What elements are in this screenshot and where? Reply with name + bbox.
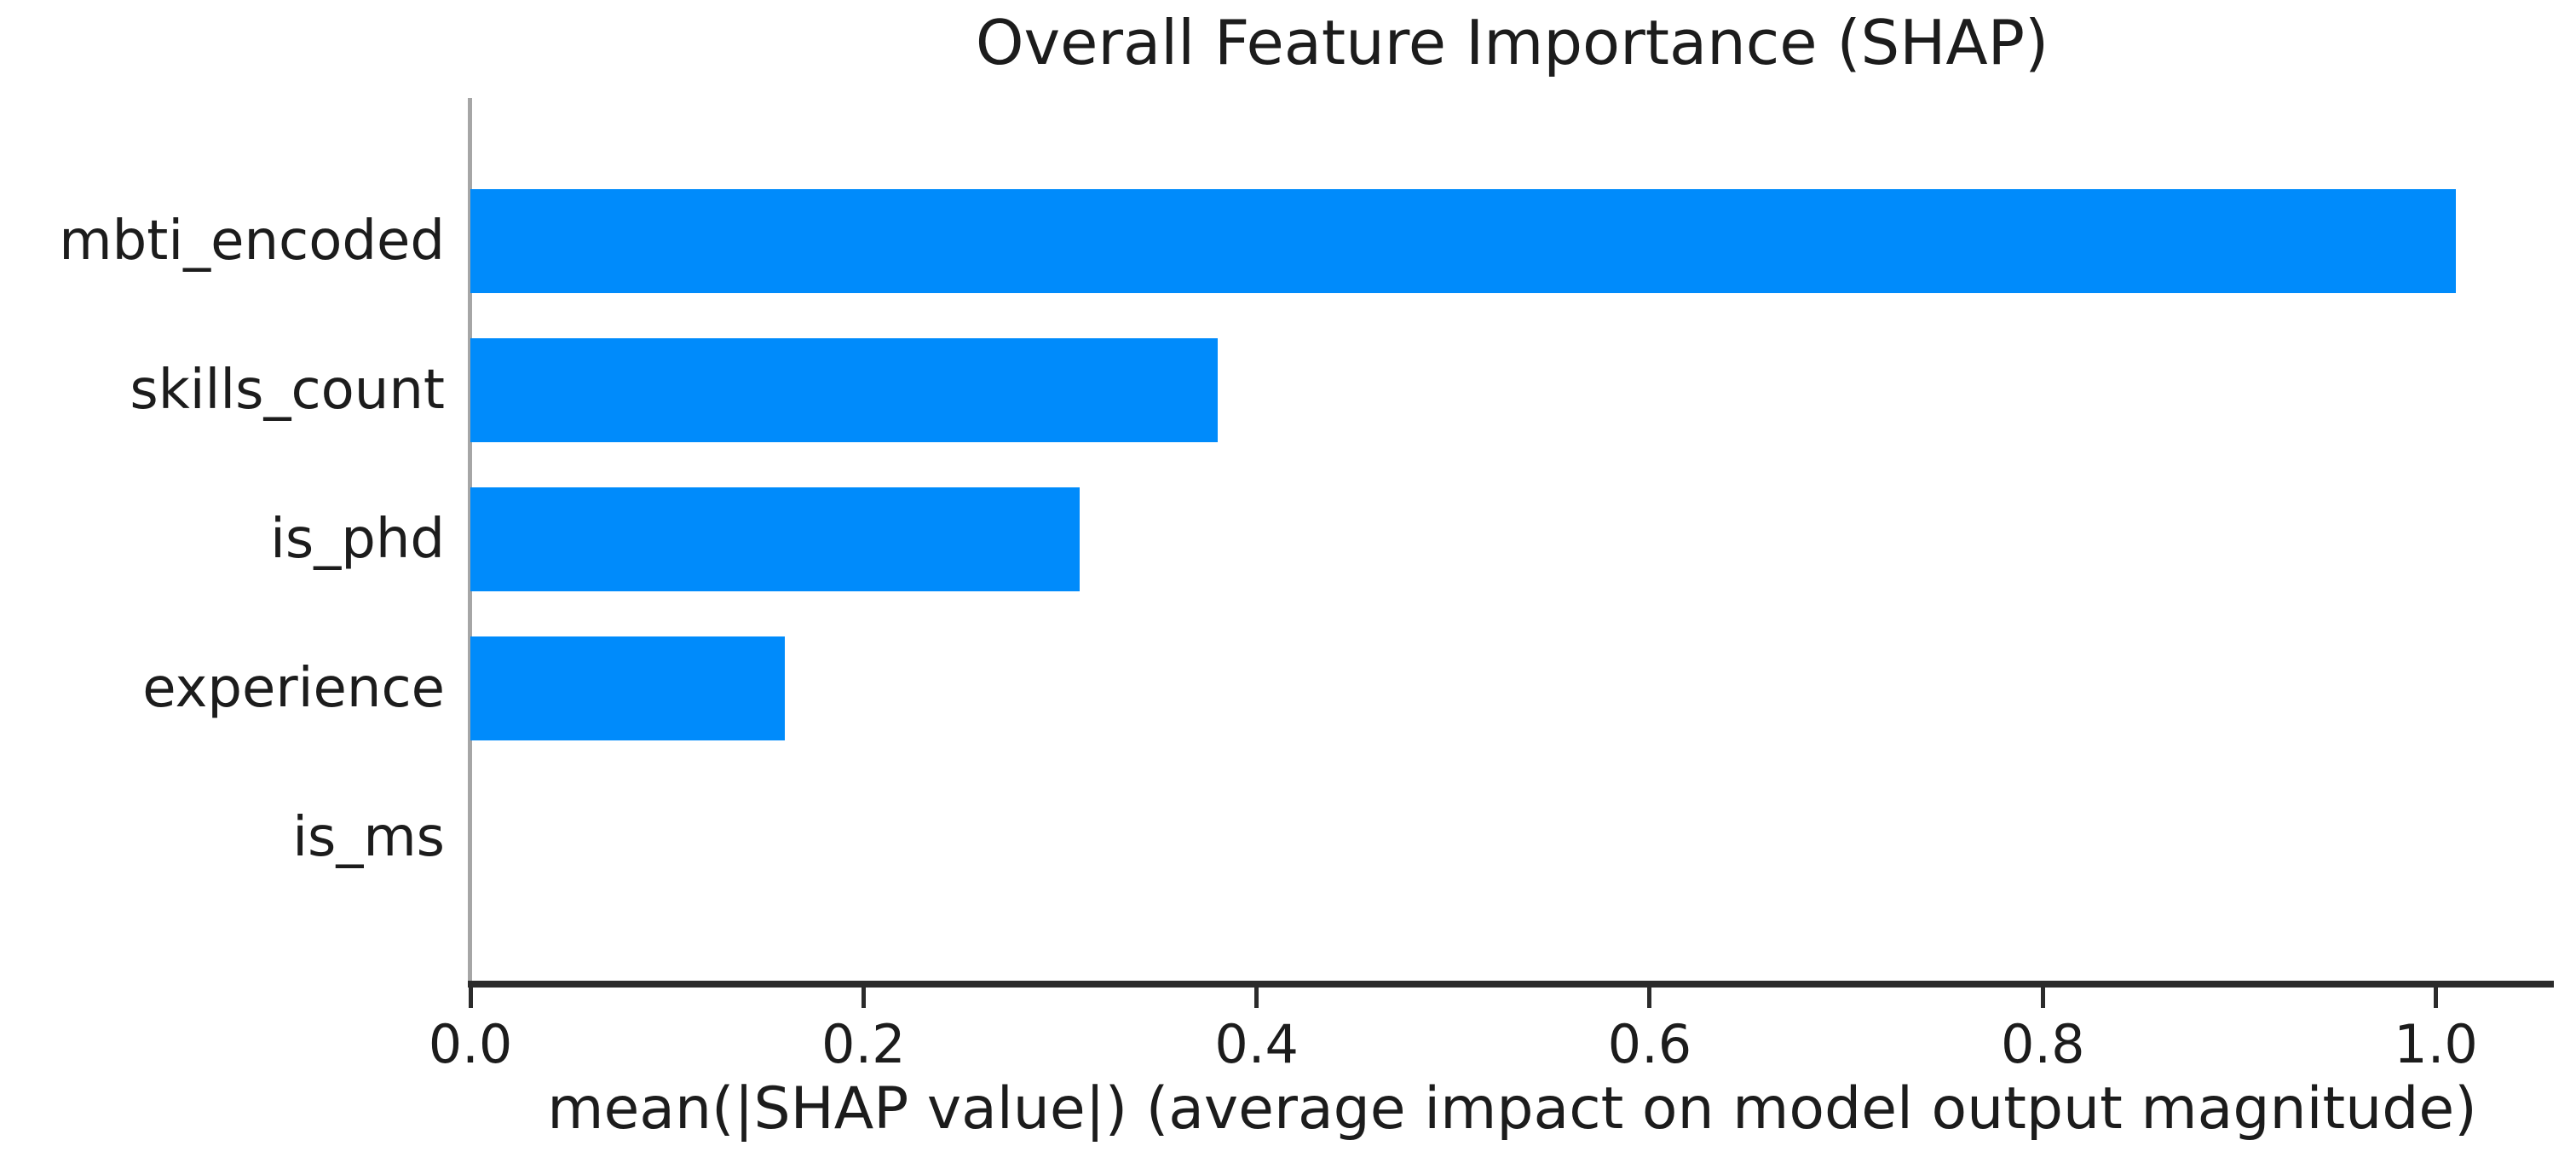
bar-skills_count xyxy=(470,338,1218,442)
x-tick-label-0.0: 0.0 xyxy=(428,1013,513,1075)
y-tick-label-experience: experience xyxy=(142,657,445,720)
bar-is_phd xyxy=(470,487,1081,591)
x-axis-title: mean(|SHAP value|) (average impact on mo… xyxy=(547,1075,2477,1143)
x-tick-label-0.2: 0.2 xyxy=(821,1013,906,1075)
x-tick-label-1.0: 1.0 xyxy=(2394,1013,2478,1075)
x-tick-mark-0.0 xyxy=(468,988,473,1008)
x-tick-mark-0.4 xyxy=(1254,988,1259,1008)
chart-title: Overall Feature Importance (SHAP) xyxy=(975,7,2049,78)
y-tick-label-mbti_encoded: mbti_encoded xyxy=(59,210,445,273)
y-axis-line xyxy=(468,98,472,988)
y-tick-label-is_phd: is_phd xyxy=(270,508,445,571)
y-tick-label-is_ms: is_ms xyxy=(292,806,445,869)
bar-experience xyxy=(470,636,786,740)
plot-area: 0.0 0.2 0.4 0.6 0.8 1.0 xyxy=(429,98,2554,1075)
y-tick-label-skills_count: skills_count xyxy=(130,359,445,422)
bar-mbti_encoded xyxy=(470,189,2456,293)
x-tick-mark-0.8 xyxy=(2040,988,2045,1008)
x-tick-mark-1.0 xyxy=(2434,988,2439,1008)
x-tick-label-0.6: 0.6 xyxy=(1607,1013,1692,1075)
x-tick-label-0.8: 0.8 xyxy=(2000,1013,2085,1075)
x-tick-label-0.4: 0.4 xyxy=(1214,1013,1299,1075)
x-tick-mark-0.2 xyxy=(861,988,866,1008)
x-axis-line xyxy=(468,981,2554,988)
x-tick-mark-0.6 xyxy=(1647,988,1652,1008)
